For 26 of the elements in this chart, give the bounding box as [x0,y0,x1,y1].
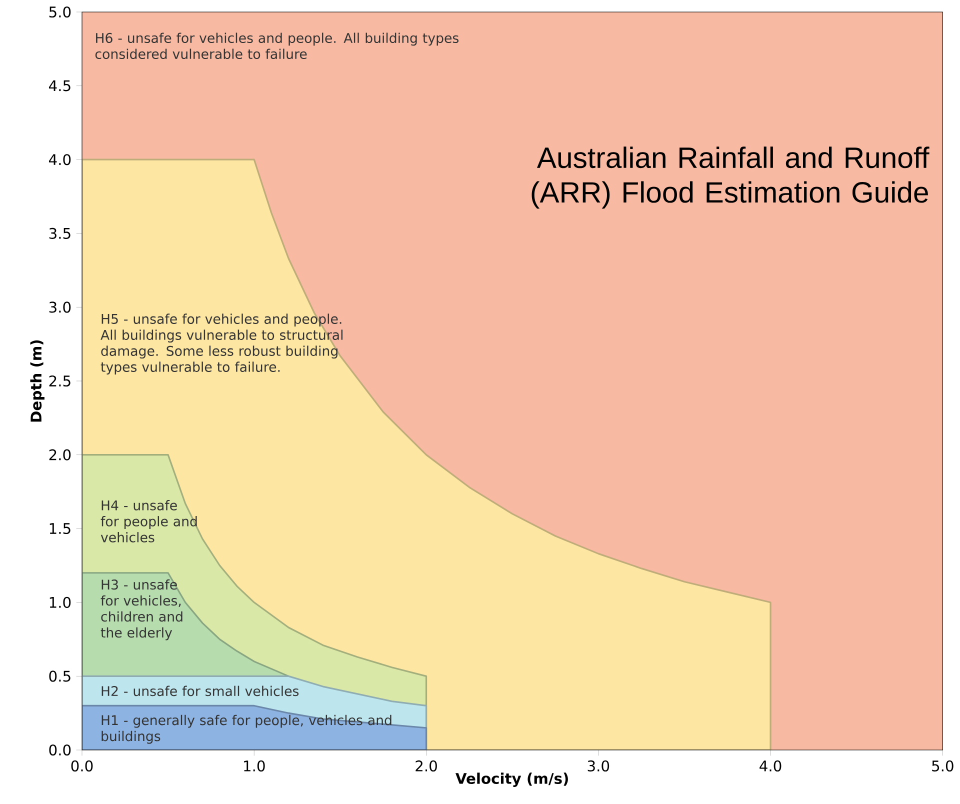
y-tick-label: 1.5 [50,523,70,534]
y-axis-title: Depth (m) [30,340,44,422]
y-tick-label: 2.0 [49,449,71,460]
x-tick-label: 3.0 [588,760,610,772]
y-tick-label: 4.5 [48,80,70,92]
y-tick-label: 0.5 [49,670,70,682]
x-tick-label: 0.0 [71,760,93,772]
x-axis-title: Velocity (m/s) [456,772,568,787]
band-label: H6 - unsafe for vehicles and people. All building types considered vulnerable to failure [95,32,459,60]
series-label: H2 - unsafe for small vehicles [102,686,299,696]
y-tick-label: 2.5 [49,375,70,387]
y-tick-label: 0.0 [49,744,71,756]
y-tick-label: 5.0 [49,6,71,18]
series-label: H5 - unsafe for vehicles and people. All buildings vulnerable to structural damage. Some less robust building types vulnerable to failure. [100,314,342,375]
x-tick-label: 2.0 [416,760,437,772]
x-tick-label: 5.0 [932,760,954,772]
x-tick-label: 4.0 [760,760,782,772]
series-label: H3 - unsafe for vehicles, children and the elderly [100,579,182,640]
y-tick-label: 4.0 [48,154,71,166]
series-label: H4 - unsafe for people and vehicles [100,500,197,542]
y-tick-label: 1.0 [50,596,71,608]
y-tick-label: 3.0 [49,302,71,313]
x-tick-label: 1.0 [244,760,265,772]
annotation: Australian Rainfall and Runoff (ARR) Flood Estimation Guide [532,146,930,209]
y-tick-label: 3.5 [49,228,70,239]
series-label: H1 - generally safe for people, vehicles and buildings [102,714,392,744]
